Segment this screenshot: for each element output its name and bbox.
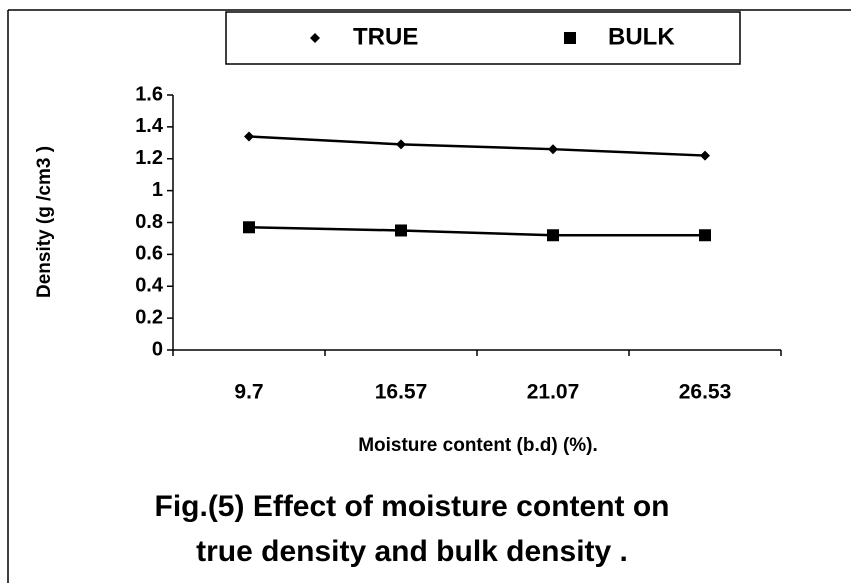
y-tick-label: 0.8: [135, 211, 163, 233]
legend-label: BULK: [608, 23, 675, 50]
y-tick-label: 1.4: [135, 115, 164, 137]
marker: [243, 221, 255, 234]
y-tick-label: 0.4: [135, 275, 164, 297]
marker: [564, 32, 576, 44]
marker: [244, 131, 254, 142]
legend-label: TRUE: [353, 23, 418, 50]
x-axis-label: Moisture content (b.d) (%).: [358, 435, 598, 456]
marker: [396, 139, 406, 150]
caption: true density and bulk density .: [196, 535, 628, 568]
y-tick-label: 0.2: [135, 306, 163, 328]
x-tick-label: 9.7: [234, 381, 263, 404]
x-tick-label: 16.57: [375, 381, 428, 404]
x-tick-label: 21.07: [527, 381, 580, 404]
y-tick-label: 0.6: [135, 243, 163, 265]
series-line: [248, 226, 705, 237]
marker: [699, 229, 711, 242]
y-axis-label: Density (g /cm3 ): [34, 146, 55, 298]
y-tick-label: 1: [152, 179, 163, 201]
marker: [700, 150, 710, 161]
legend-box: [225, 11, 741, 65]
marker: [310, 33, 320, 43]
caption: Fig.(5) Effect of moisture content on: [155, 490, 670, 523]
y-tick-label: 1.6: [135, 83, 163, 105]
y-tick-label: 0: [152, 338, 163, 360]
y-tick-label: 1.2: [135, 147, 163, 169]
x-tick-label: 26.53: [679, 381, 732, 404]
marker: [395, 224, 407, 237]
series-line: [248, 135, 706, 157]
marker: [548, 144, 558, 155]
marker: [547, 229, 559, 242]
